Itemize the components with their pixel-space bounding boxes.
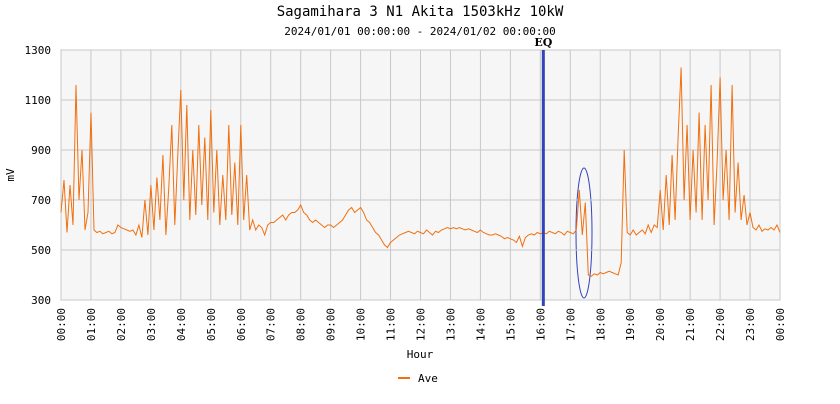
legend-label: Ave (418, 372, 438, 385)
x-tick-label: 23:00 (744, 308, 757, 341)
y-tick-label: 700 (31, 194, 51, 207)
highlight-ellipse (575, 167, 593, 299)
x-axis-label: Hour (407, 348, 434, 361)
y-tick-label: 300 (31, 294, 51, 307)
x-tick-label: 00:00 (55, 308, 68, 341)
x-tick-label: 08:00 (295, 308, 308, 341)
chart-title: Sagamihara 3 N1 Akita 1503kHz 10kW (277, 4, 564, 20)
x-tick-label: 01:00 (85, 308, 98, 341)
x-tick-label: 22:00 (714, 308, 727, 341)
x-tick-label: 21:00 (684, 308, 697, 341)
y-tick-label: 1300 (25, 44, 52, 57)
x-tick-label: 14:00 (474, 308, 487, 341)
x-tick-label: 11:00 (385, 308, 398, 341)
x-tick-label: 16:00 (534, 308, 547, 341)
x-tick-label: 09:00 (325, 308, 338, 341)
chart-subtitle: 2024/01/01 00:00:00 - 2024/01/02 00:00:0… (284, 25, 556, 38)
x-tick-label: 07:00 (265, 308, 278, 341)
x-tick-label: 02:00 (115, 308, 128, 341)
x-tick-label: 06:00 (235, 308, 248, 341)
x-tick-label: 00:00 (774, 308, 787, 341)
x-tick-label: 05:00 (205, 308, 218, 341)
x-tick-label: 13:00 (444, 308, 457, 341)
x-tick-label: 04:00 (175, 308, 188, 341)
x-tick-label: 20:00 (654, 308, 667, 341)
y-axis-label: mV (4, 168, 17, 182)
x-tick-label: 19:00 (624, 308, 637, 341)
y-tick-label: 900 (31, 144, 51, 157)
x-tick-label: 15:00 (504, 308, 517, 341)
x-tick-label: 10:00 (355, 308, 368, 341)
event-label: EQ (534, 36, 552, 49)
x-tick-label: 18:00 (594, 308, 607, 341)
data-line (60, 67, 781, 277)
y-tick-label: 1100 (25, 94, 52, 107)
x-tick-label: 17:00 (564, 308, 577, 341)
y-tick-label: 500 (31, 244, 51, 257)
x-tick-label: 03:00 (145, 308, 158, 341)
x-tick-label: 12:00 (415, 308, 428, 341)
